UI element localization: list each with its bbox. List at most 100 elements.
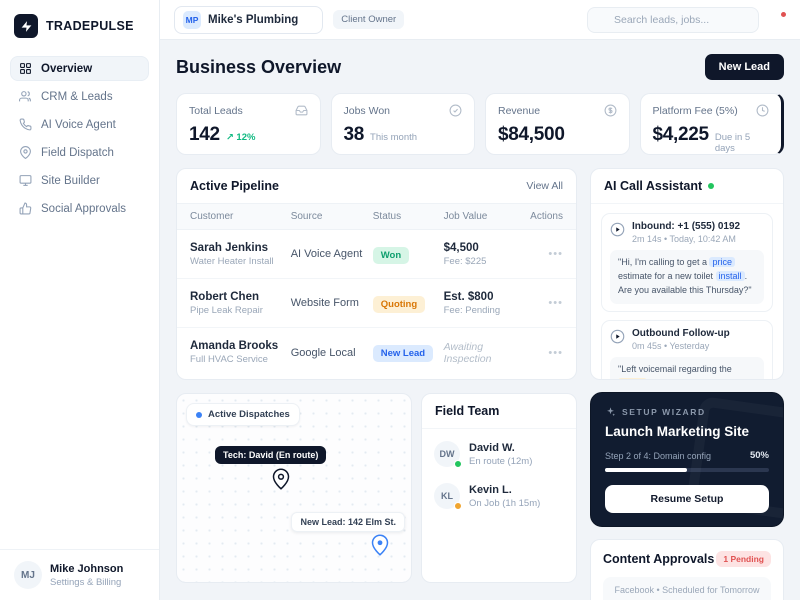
sidebar-item-field-dispatch[interactable]: Field Dispatch [10, 140, 149, 165]
call-transcript: "Left voicemail regarding the quote sent… [610, 356, 764, 379]
trend-up-indicator: ↗ 12% [225, 132, 256, 143]
dollar-circle-icon [604, 104, 617, 117]
team-member[interactable]: KL Kevin L. On Job (1h 15m) [422, 475, 576, 517]
member-avatar: DW [434, 441, 462, 468]
wizard-eyebrow: SETUP WIZARD [622, 406, 706, 417]
member-name: Kevin L. [469, 483, 512, 496]
value-note: Awaiting Inspection [443, 340, 492, 365]
stat-value: $4,225 [652, 124, 710, 145]
col-status: Status [372, 211, 402, 222]
member-avatar: KL [434, 483, 462, 510]
search-input[interactable] [614, 13, 749, 26]
customer-name: Robert Chen [190, 290, 259, 303]
stat-card-total-leads: Total Leads 142 ↗ 12% [176, 93, 321, 155]
field-team-title: Field Team [435, 404, 500, 418]
sidebar-item-site-builder[interactable]: Site Builder [10, 168, 149, 193]
col-job-value: Job Value [443, 211, 488, 222]
org-switcher[interactable]: MP Mike's Plumbing [174, 5, 324, 34]
ai-assistant-title: AI Call Assistant [604, 179, 703, 193]
stat-card-revenue: Revenue $84,500 [485, 93, 630, 155]
stat-label: Jobs Won [343, 104, 391, 117]
chevron-up-icon [135, 570, 145, 580]
active-dispatches-chip: Active Dispatches [186, 403, 300, 426]
inbox-icon [295, 104, 308, 117]
table-row: Amanda Brooks Full HVAC Service Google L… [177, 328, 576, 377]
fee-note: Fee: $225 [443, 255, 487, 267]
sidebar-item-label: AI Voice Agent [41, 118, 116, 131]
job-detail: Water Heater Install [190, 255, 274, 267]
pending-badge: 1 Pending [716, 551, 771, 567]
member-status: On Job (1h 15m) [469, 497, 541, 509]
job-detail: Pipe Leak Repair [190, 304, 263, 316]
online-dot-icon [708, 183, 715, 189]
progress-bar [605, 468, 769, 472]
job-value: $4,500 [443, 241, 479, 254]
sidebar-item-label: Site Builder [41, 174, 100, 187]
map-tooltip-new-lead: New Lead: 142 Elm St. [291, 512, 405, 532]
page-title: Business Overview [176, 56, 342, 77]
brand-name: TRADEPULSE [46, 19, 134, 33]
call-meta: 0m 45s • Yesterday [632, 340, 710, 351]
job-detail: Full HVAC Service [190, 354, 268, 365]
row-actions-button[interactable]: ••• [548, 346, 563, 359]
resume-setup-button[interactable]: Resume Setup [605, 485, 769, 513]
wizard-step: Step 2 of 4: Domain config [605, 450, 712, 461]
keyword-highlight: install [715, 270, 745, 281]
search-box[interactable] [587, 6, 759, 33]
view-all-link[interactable]: View All [526, 180, 563, 192]
col-customer: Customer [190, 211, 234, 222]
stat-value: $84,500 [498, 124, 565, 145]
member-name: David W. [469, 441, 515, 454]
active-pipeline-panel: Active Pipeline View All Customer Source… [176, 168, 577, 380]
sidebar-item-social-approvals[interactable]: Social Approvals [10, 196, 149, 221]
sidebar: TRADEPULSE Overview CRM & Leads AI Voice… [0, 0, 160, 600]
row-actions-button[interactable]: ••• [548, 248, 563, 260]
status-dot [454, 460, 462, 468]
status-dot [454, 502, 462, 510]
users-icon [19, 90, 32, 103]
sidebar-item-ai-voice-agent[interactable]: AI Voice Agent [10, 112, 149, 137]
map-pin-new-lead[interactable] [371, 534, 389, 556]
pipeline-title: Active Pipeline [190, 179, 279, 193]
status-badge: Won [372, 246, 410, 264]
pending-post-card[interactable]: Facebook • Scheduled for Tomorrow "Is yo… [603, 577, 771, 600]
dispatch-map[interactable]: Active Dispatches Tech: David (En route)… [176, 393, 412, 583]
new-lead-button[interactable]: New Lead [704, 54, 784, 80]
notifications-button[interactable] [771, 11, 787, 27]
wizard-percent: 50% [749, 450, 769, 461]
play-circle-icon[interactable] [610, 328, 625, 351]
sidebar-item-label: CRM & Leads [41, 90, 113, 103]
ai-call-assistant-panel: AI Call Assistant Inbound: +1 (555) 0192… [590, 168, 784, 380]
map-pin-icon [19, 146, 32, 159]
call-card-inbound: Inbound: +1 (555) 0192 2m 14s • Today, 1… [601, 213, 773, 312]
keyword-highlight: price [709, 257, 735, 267]
brand-logo: TRADEPULSE [0, 0, 159, 56]
lightning-bolt-icon [14, 14, 38, 38]
row-actions-button[interactable]: ••• [548, 297, 563, 309]
customer-name: Amanda Brooks [190, 340, 279, 352]
sidebar-item-crm-leads[interactable]: CRM & Leads [10, 84, 149, 109]
stat-label: Platform Fee (5%) [652, 104, 738, 117]
user-plus-icon[interactable] [550, 405, 563, 418]
call-meta: 2m 14s • Today, 10:42 AM [632, 234, 736, 244]
table-row: Robert Chen Pipe Leak Repair Website For… [177, 279, 576, 328]
decorative-shape [686, 396, 783, 520]
keyword-highlight: quote [618, 377, 647, 379]
setup-wizard-card: SETUP WIZARD Launch Marketing Site Step … [590, 392, 784, 527]
team-member[interactable]: DW David W. En route (12m) [422, 433, 576, 475]
sidebar-item-overview[interactable]: Overview [10, 56, 149, 81]
table-row: Sarah Jenkins Water Heater Install AI Vo… [177, 230, 576, 279]
lead-source: Website Form [290, 297, 359, 309]
play-circle-icon[interactable] [610, 221, 625, 244]
wizard-title: Launch Marketing Site [605, 424, 750, 439]
user-name: Mike Johnson [50, 562, 124, 575]
call-transcript: "Hi, I'm calling to get a price estimate… [610, 250, 764, 304]
gear-icon[interactable] [758, 180, 770, 192]
org-name: Mike's Plumbing [208, 13, 299, 26]
notification-dot [780, 11, 787, 18]
map-pin-tech[interactable] [272, 468, 290, 490]
sidebar-user-menu[interactable]: MJ Mike Johnson Settings & Billing [0, 549, 159, 600]
check-circle-icon [449, 104, 462, 117]
user-avatar: MJ [14, 561, 42, 589]
phone-icon [19, 118, 32, 131]
